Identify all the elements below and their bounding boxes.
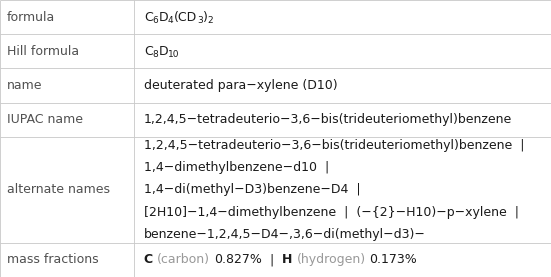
Text: (CD: (CD [174, 11, 197, 24]
Text: 3: 3 [197, 16, 203, 25]
Text: 4: 4 [168, 16, 174, 25]
Text: IUPAC name: IUPAC name [7, 113, 83, 126]
Text: (carbon): (carbon) [157, 253, 210, 266]
Text: formula: formula [7, 11, 55, 24]
Text: deuterated para−xylene (D10): deuterated para−xylene (D10) [144, 79, 337, 92]
Text: ): ) [203, 11, 207, 24]
Text: H: H [282, 253, 293, 266]
Text: (hydrogen): (hydrogen) [296, 253, 365, 266]
Text: |: | [262, 253, 282, 266]
Text: [2H10]−1,4−dimethylbenzene  |  (−{2}−H10)−p−xylene  |: [2H10]−1,4−dimethylbenzene | (−{2}−H10)−… [144, 206, 519, 219]
Text: 1,4−dimethylbenzene−d10  |: 1,4−dimethylbenzene−d10 | [144, 161, 329, 174]
Text: C: C [144, 11, 153, 24]
Text: 10: 10 [168, 50, 180, 59]
Text: D: D [158, 45, 168, 58]
Text: 2: 2 [207, 16, 213, 25]
Text: name: name [7, 79, 42, 92]
Text: benzene−1,2,4,5−D4−,3,6−di(methyl−d3)−: benzene−1,2,4,5−D4−,3,6−di(methyl−d3)− [144, 228, 426, 241]
Text: alternate names: alternate names [7, 183, 110, 196]
Text: C: C [144, 45, 153, 58]
Text: Hill formula: Hill formula [7, 45, 79, 58]
Text: mass fractions: mass fractions [7, 253, 98, 266]
Text: 0.827%: 0.827% [214, 253, 262, 266]
Text: 1,2,4,5−tetradeuterio−3,6−bis(trideuteriomethyl)benzene: 1,2,4,5−tetradeuterio−3,6−bis(trideuteri… [144, 113, 512, 126]
Text: 1,2,4,5−tetradeuterio−3,6−bis(trideuteriomethyl)benzene  |: 1,2,4,5−tetradeuterio−3,6−bis(trideuteri… [144, 139, 525, 152]
Text: C: C [144, 253, 153, 266]
Text: 8: 8 [153, 50, 158, 59]
Text: 6: 6 [153, 16, 158, 25]
Text: D: D [158, 11, 168, 24]
Text: 1,4−di(methyl−D3)benzene−D4  |: 1,4−di(methyl−D3)benzene−D4 | [144, 183, 360, 196]
Text: 0.173%: 0.173% [370, 253, 417, 266]
